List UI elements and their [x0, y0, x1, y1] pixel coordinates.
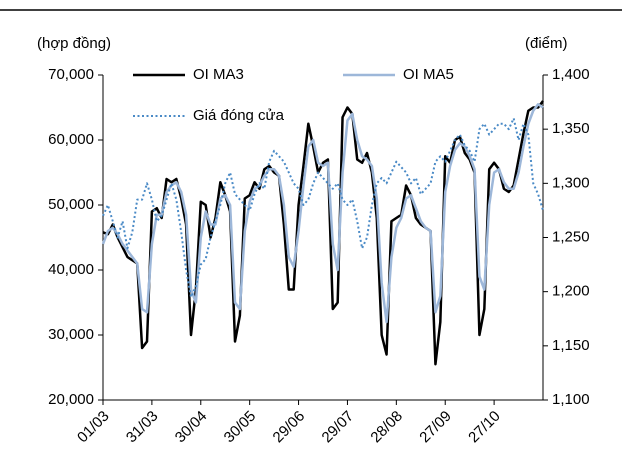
series-line — [102, 117, 544, 299]
y2-tick-label: 1,200 — [552, 283, 590, 300]
legend-label: OI MA5 — [403, 66, 454, 83]
y2-tick-label: 1,300 — [552, 174, 590, 191]
x-tick-label: 01/03 — [74, 408, 113, 447]
y-tick-label: 60,000 — [48, 131, 94, 148]
y-axis-label: (hợp đồng) — [37, 35, 111, 52]
y2-tick-label: 1,150 — [552, 337, 590, 354]
y-tick-label: 50,000 — [48, 196, 94, 213]
y-tick-label: 70,000 — [48, 66, 94, 83]
x-tick-label: 29/06 — [270, 408, 309, 447]
x-tick-label: 30/04 — [172, 408, 211, 447]
y2-tick-label: 1,100 — [552, 391, 590, 408]
x-tick-label: 31/03 — [123, 408, 162, 447]
series-line — [101, 103, 544, 324]
y-tick-label: 20,000 — [48, 391, 94, 408]
y2-axis-label: (điểm) — [525, 35, 568, 52]
y-tick-label: 40,000 — [48, 261, 94, 278]
x-tick-label: 28/08 — [367, 408, 406, 447]
x-tick-label: 27/09 — [416, 408, 455, 447]
y-tick-label: 30,000 — [48, 326, 94, 343]
legend-label: Giá đóng cửa — [193, 107, 285, 124]
legend-label: OI MA3 — [193, 66, 244, 83]
x-tick-label: 29/07 — [319, 408, 358, 447]
y2-tick-label: 1,250 — [552, 228, 590, 245]
x-tick-label: 30/05 — [221, 408, 260, 447]
y2-tick-label: 1,400 — [552, 66, 590, 83]
x-tick-label: 27/10 — [465, 408, 504, 447]
y2-tick-label: 1,350 — [552, 120, 590, 137]
